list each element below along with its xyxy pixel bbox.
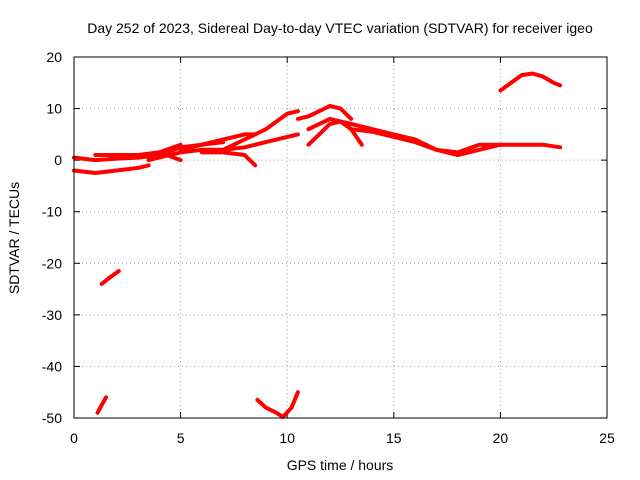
x-tick-label: 25: [599, 430, 615, 446]
y-tick-label: 20: [46, 49, 62, 65]
series-track-8: [221, 109, 300, 152]
series-track-16: [255, 390, 300, 419]
y-tick-label: -10: [42, 204, 62, 220]
series-track-11: [306, 116, 503, 157]
plot-frame: [73, 56, 608, 419]
x-tick-label: 0: [70, 430, 78, 446]
series-track-6: [199, 150, 258, 168]
y-tick-label: 10: [46, 101, 62, 117]
y-tick-label: -30: [42, 307, 62, 323]
series-track-15: [95, 395, 108, 415]
series-track-5: [178, 132, 258, 152]
series-track-7: [146, 132, 300, 163]
series-track-10: [306, 119, 364, 147]
chart-title: Day 252 of 2023, Sidereal Day-to-day VTE…: [87, 20, 593, 36]
series-track-9: [295, 104, 354, 121]
series-track-2: [72, 163, 151, 175]
y-tick-label: 0: [54, 152, 62, 168]
series-track-1: [72, 142, 183, 163]
series-track-14: [99, 269, 121, 286]
y-tick-label: -40: [42, 358, 62, 374]
x-tick-labels: 0 5 10 15 20 25: [70, 430, 615, 446]
x-tick-label: 20: [493, 430, 509, 446]
y-tick-label: -20: [42, 255, 62, 271]
x-axis-label: GPS time / hours: [287, 457, 394, 473]
y-axis-label: SDTVAR / TECUs: [6, 182, 22, 294]
y-tick-label: -50: [42, 410, 62, 426]
x-tick-label: 15: [386, 430, 402, 446]
grid-lines: [74, 57, 607, 418]
x-tick-label: 5: [177, 430, 185, 446]
series-track-13: [498, 71, 563, 93]
y-tick-labels: -50 -40 -30 -20 -10 0 10 20: [42, 49, 62, 426]
x-tick-label: 10: [279, 430, 295, 446]
series-track-12: [349, 127, 563, 155]
data-series: [72, 71, 563, 419]
